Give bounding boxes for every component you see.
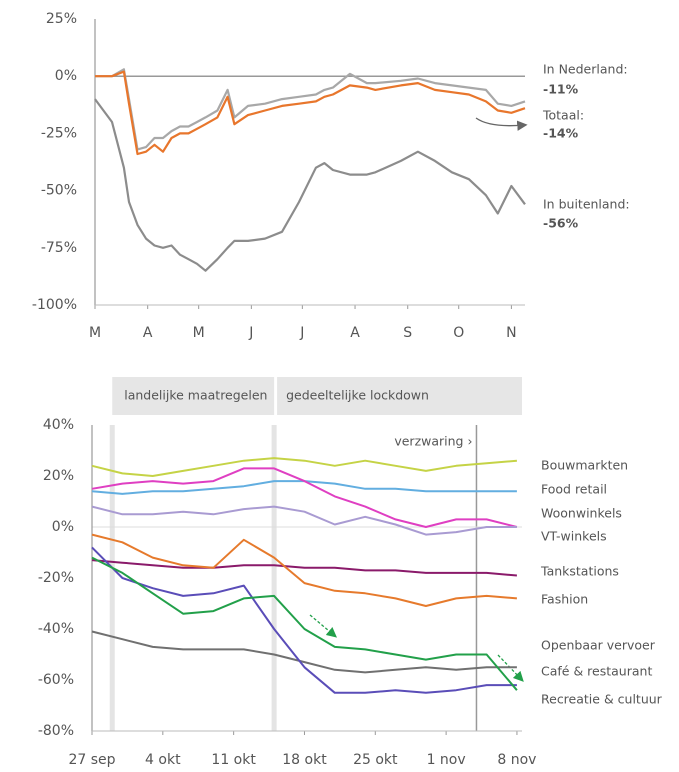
y-tick-label: -75% — [41, 240, 77, 256]
x-tick-label: J — [299, 325, 304, 341]
legend-label: Openbaar vervoer — [541, 638, 656, 653]
y-tick-label: -40% — [38, 621, 74, 637]
x-tick-label: A — [350, 325, 360, 341]
legend-label: Café & restaurant — [541, 664, 652, 679]
series-line — [91, 630, 517, 674]
legend-label: Tankstations — [540, 564, 619, 579]
legend-label: Totaal: — [542, 108, 584, 123]
y-tick-label: -50% — [41, 183, 77, 199]
y-tick-label: 25% — [46, 11, 77, 27]
y-tick-label: -25% — [41, 125, 77, 141]
legend-label: In buitenland: — [543, 197, 630, 212]
x-tick-label: M — [193, 325, 205, 341]
legend-label: Bouwmarkten — [541, 458, 628, 473]
period-label: landelijke maatregelen — [124, 388, 267, 403]
legend-label: Recreatie & cultuur — [541, 692, 663, 707]
series-line — [91, 505, 517, 536]
y-tick-label: 0% — [55, 68, 77, 84]
series-line — [91, 556, 518, 691]
x-tick-label: 25 okt — [353, 752, 398, 768]
y-tick-label: -20% — [38, 570, 74, 586]
series-line — [94, 98, 526, 272]
series-line — [91, 457, 517, 477]
series-line — [95, 68, 526, 151]
series-line — [91, 559, 517, 577]
legend-label: Food retail — [541, 482, 607, 497]
period-band — [277, 377, 522, 415]
x-tick-label: S — [403, 325, 412, 341]
x-tick-label: J — [248, 325, 253, 341]
y-tick-label: -60% — [38, 672, 74, 688]
x-tick-label: 8 nov — [497, 752, 536, 768]
x-tick-label: N — [506, 325, 516, 341]
period-label: gedeeltelijke lockdown — [286, 388, 429, 403]
legend-label: In Nederland: — [543, 62, 628, 77]
x-tick-label: O — [453, 325, 464, 341]
y-tick-label: -80% — [38, 723, 74, 739]
series-line — [91, 546, 517, 694]
y-tick-label: 0% — [52, 519, 74, 535]
x-tick-label: 27 sep — [68, 752, 115, 768]
x-tick-label: 11 okt — [211, 752, 256, 768]
legend-label: VT-winkels — [541, 529, 607, 544]
end-label: -14% — [543, 126, 579, 141]
end-label: -56% — [543, 216, 579, 231]
y-tick-label: 40% — [43, 417, 74, 433]
x-tick-label: 1 nov — [427, 752, 466, 768]
period-band — [112, 377, 275, 415]
series-line — [95, 70, 526, 156]
legend-label: Fashion — [541, 592, 588, 607]
y-tick-label: 20% — [43, 468, 74, 484]
series-line — [91, 480, 517, 495]
x-tick-label: A — [143, 325, 153, 341]
end-label: -11% — [543, 82, 579, 97]
series-line — [91, 467, 518, 528]
arrow — [309, 614, 337, 638]
x-tick-label: 18 okt — [282, 752, 327, 768]
legend-label: Woonwinkels — [541, 506, 622, 521]
marker-label: verzwaring › — [394, 434, 472, 449]
x-tick-label: M — [89, 325, 101, 341]
arrow — [475, 117, 528, 131]
y-tick-label: -100% — [32, 297, 77, 313]
series-line — [91, 533, 517, 607]
x-tick-label: 4 okt — [145, 752, 181, 768]
